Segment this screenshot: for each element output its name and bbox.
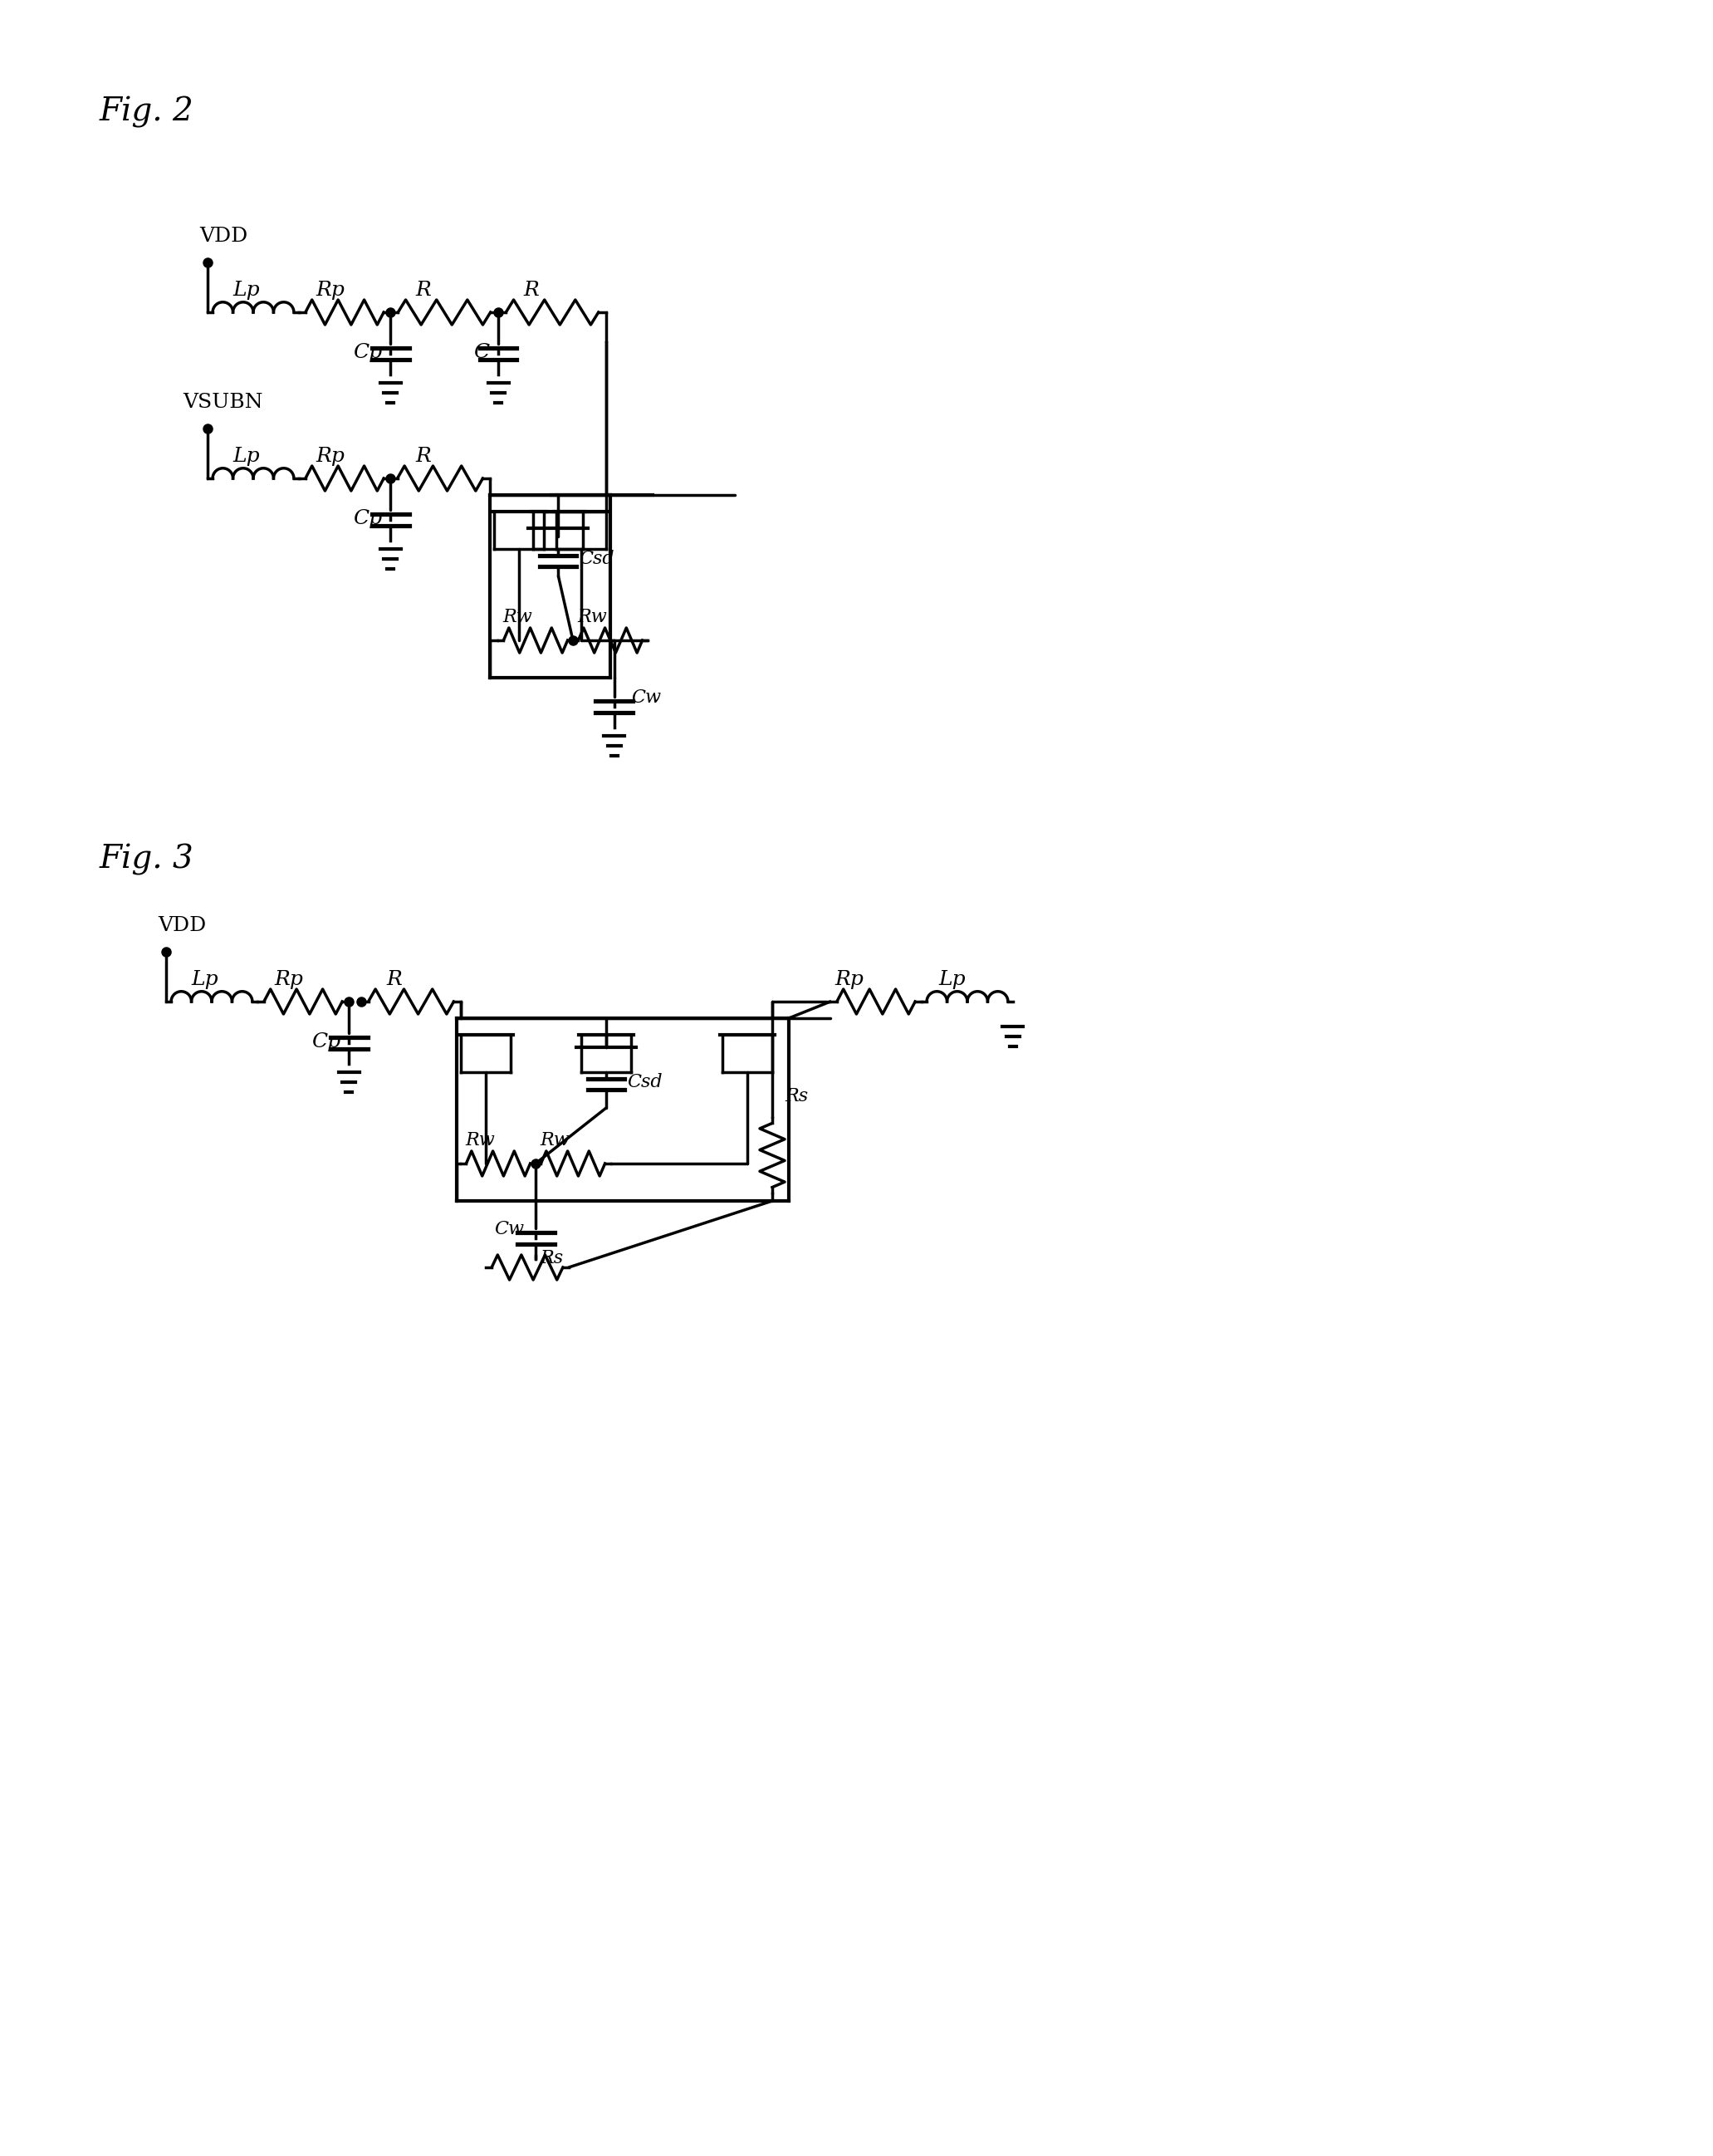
Text: Lp: Lp <box>190 970 218 990</box>
Text: Cp: Cp <box>353 343 382 362</box>
Text: Rs: Rs <box>785 1087 809 1106</box>
Text: Rp: Rp <box>315 446 344 466</box>
Text: Rp: Rp <box>274 970 303 990</box>
Text: Lp: Lp <box>233 280 260 300</box>
Text: Lp: Lp <box>233 446 260 466</box>
Text: VSUBN: VSUBN <box>183 392 262 412</box>
Text: Rp: Rp <box>315 280 344 300</box>
Text: Rw: Rw <box>464 1132 495 1149</box>
Text: Csd: Csd <box>627 1074 663 1091</box>
Text: VDD: VDD <box>158 916 206 936</box>
Text: Fig. 3: Fig. 3 <box>99 845 194 875</box>
Text: Lp: Lp <box>939 970 966 990</box>
Text: Cw: Cw <box>493 1220 524 1238</box>
Text: R: R <box>415 446 432 466</box>
Text: Rw: Rw <box>502 608 533 625</box>
Text: Rs: Rs <box>540 1248 564 1268</box>
Text: C: C <box>473 343 490 362</box>
Text: Rp: Rp <box>834 970 863 990</box>
Text: Cw: Cw <box>630 688 661 707</box>
Text: Csd: Csd <box>579 550 615 567</box>
Text: R: R <box>522 280 540 300</box>
Text: Rw: Rw <box>540 1132 569 1149</box>
Text: Cp: Cp <box>312 1033 341 1052</box>
Text: Fig. 2: Fig. 2 <box>99 97 194 129</box>
Text: Rw: Rw <box>577 608 606 625</box>
Text: R: R <box>415 280 432 300</box>
Text: R: R <box>385 970 403 990</box>
Text: Cp: Cp <box>353 509 382 528</box>
Text: VDD: VDD <box>199 226 248 246</box>
